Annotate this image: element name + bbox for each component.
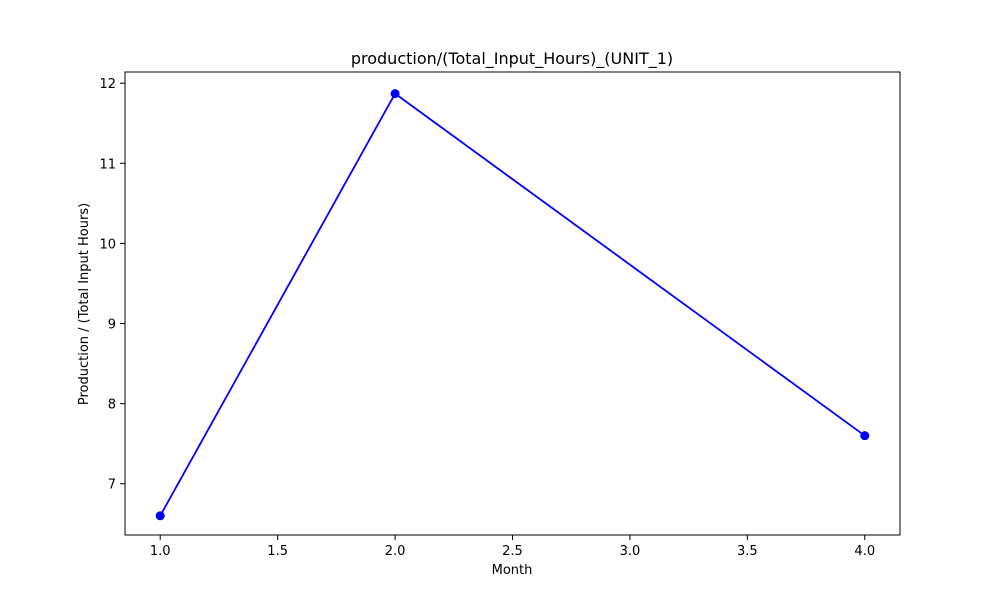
- x-axis-ticks: 1.0 1.5 2.0 2.5 3.0 3.5 4.0: [150, 535, 875, 559]
- x-axis-label: Month: [492, 563, 533, 578]
- x-tick-label: 1.5: [267, 544, 288, 559]
- y-tick-label: 9: [108, 318, 116, 333]
- y-tick-label: 10: [99, 237, 116, 252]
- y-tick-label: 12: [99, 77, 116, 92]
- data-point: [860, 431, 870, 441]
- x-tick-label: 2.5: [502, 544, 523, 559]
- x-tick-label: 4.0: [854, 544, 875, 559]
- x-tick-label: 1.0: [150, 544, 171, 559]
- x-tick-label: 3.0: [620, 544, 641, 559]
- y-tick-label: 7: [108, 478, 116, 493]
- x-tick-label: 2.0: [385, 544, 406, 559]
- y-tick-label: 11: [99, 157, 116, 172]
- data-point: [155, 511, 165, 521]
- series-layer: [155, 89, 870, 521]
- y-axis-ticks: 7 8 9 10 11 12: [99, 77, 125, 493]
- axes-frame: [124, 71, 901, 536]
- plot-area: [124, 71, 901, 536]
- chart-title: production/(Total_Input_Hours)_(UNIT_1): [351, 49, 673, 69]
- y-axis-label: Production / (Total Input Hours): [77, 203, 92, 405]
- x-tick-label: 3.5: [737, 544, 758, 559]
- y-tick-label: 8: [108, 398, 116, 413]
- data-point: [390, 89, 400, 99]
